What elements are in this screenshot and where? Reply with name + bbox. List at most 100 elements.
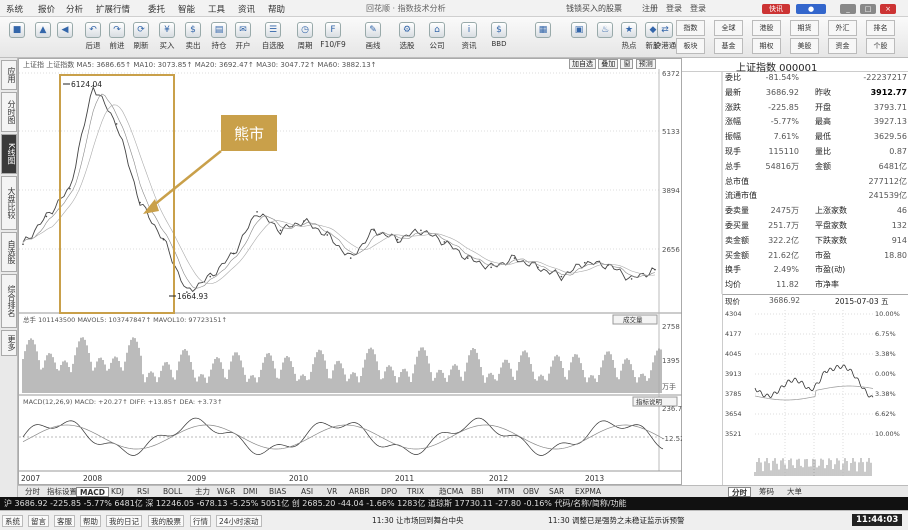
indicator-tab[interactable]: 指标设置 xyxy=(47,487,77,496)
toolbar-buy[interactable]: ¥ 买入 xyxy=(154,20,180,54)
toolbar-hot[interactable]: ♨ xyxy=(592,20,618,54)
grid-forex[interactable]: 外汇 xyxy=(828,20,857,36)
login-link-2[interactable]: 登录 xyxy=(690,4,706,13)
indicator-tab[interactable]: BIAS xyxy=(269,487,287,496)
menu-analysis[interactable]: 分析 xyxy=(66,5,84,15)
toolbar-stock-select[interactable]: ⚙ 选股 xyxy=(394,20,420,54)
toolbar-back-btn[interactable]: ↶ 后退 xyxy=(80,20,106,54)
menu-news[interactable]: 资讯 xyxy=(238,5,256,15)
indicator-tab[interactable]: DMI xyxy=(243,487,258,496)
tab-big-orders[interactable]: 大单 xyxy=(787,487,802,496)
mini-intraday-chart[interactable]: 现价 3686.92 2015-07-03 五 4304 4177 4045 3913… xyxy=(722,294,908,485)
toolbar-hkconnect[interactable]: ⇄ 沪港通 xyxy=(652,20,678,54)
grid-sector[interactable]: 板块 xyxy=(676,38,705,54)
tab-intraday[interactable]: 分时图 xyxy=(1,92,17,132)
news-flash-button[interactable]: 快讯 xyxy=(762,4,790,14)
indicator-tab[interactable]: DPO xyxy=(381,487,398,496)
add-watch-button[interactable]: 加自选 xyxy=(569,59,596,69)
toolbar-refresh[interactable]: ⟳ 刷新 xyxy=(128,20,154,54)
toolbar-chart2[interactable]: ▦ xyxy=(530,20,556,54)
indicator-tab[interactable]: ASI xyxy=(301,487,314,496)
status-button[interactable]: 帮助 xyxy=(80,515,101,527)
toolbar-draw[interactable]: ✎ 画线 xyxy=(360,20,386,54)
tab-intraday-mini[interactable]: 分时 xyxy=(728,487,751,497)
indicator-tab[interactable]: W&R xyxy=(217,487,236,496)
menu-quote[interactable]: 报价 xyxy=(38,5,56,15)
status-button[interactable]: 留言 xyxy=(28,515,49,527)
tab-ranking[interactable]: 综合排名 xyxy=(1,274,17,328)
grid-ranking[interactable]: 排名 xyxy=(866,20,895,36)
indicator-tab[interactable]: MTM xyxy=(497,487,515,496)
menu-system[interactable]: 系统 xyxy=(6,5,24,15)
forecast-button[interactable]: 预测 xyxy=(635,59,656,69)
tab-watchlist[interactable]: 自选股 xyxy=(1,232,17,272)
indicator-tab[interactable]: SAR xyxy=(549,487,565,496)
menu-tools[interactable]: 工具 xyxy=(208,5,226,15)
close-icon[interactable]: × xyxy=(880,4,896,14)
tab-market-compare[interactable]: 大盘比较 xyxy=(1,176,17,230)
toolbar-open-account[interactable]: ✉ 开户 xyxy=(230,20,256,54)
menu-smart[interactable]: 智能 xyxy=(178,5,196,15)
menu-trade[interactable]: 委托 xyxy=(148,5,166,15)
indicator-tab[interactable]: 主力 xyxy=(195,487,210,496)
indicator-tab[interactable]: 分时 xyxy=(25,487,40,496)
toolbar-capital[interactable]: $ xyxy=(486,20,512,54)
maximize-icon[interactable]: □ xyxy=(860,4,876,14)
grid-us[interactable]: 美股 xyxy=(790,38,819,54)
toolbar-home[interactable]: ■ xyxy=(4,20,30,54)
minimize-icon[interactable]: _ xyxy=(840,4,856,14)
indicator-tab[interactable]: OBV xyxy=(523,487,539,496)
tab-more[interactable]: 更多 xyxy=(1,330,17,356)
overlay-button[interactable]: 叠加 xyxy=(598,59,619,69)
register-link[interactable]: 注册 xyxy=(642,4,658,13)
indicator-tab[interactable]: 趋CMA xyxy=(439,487,464,496)
toolbar-f10[interactable]: F F10/F9 xyxy=(318,20,348,54)
toolbar-position[interactable]: ▤ 持仓 xyxy=(206,20,232,54)
indicator-tab[interactable]: BOLL xyxy=(163,487,183,496)
grid-fund[interactable]: 基金 xyxy=(714,38,743,54)
indicator-tab[interactable]: TRIX xyxy=(407,487,425,496)
indicator-tab[interactable]: BBI xyxy=(471,487,484,496)
toolbar-period[interactable]: ◷ 周期 xyxy=(292,20,318,54)
grid-stock[interactable]: 个股 xyxy=(866,38,895,54)
menu-extended[interactable]: 扩展行情 xyxy=(96,5,131,15)
status-button[interactable]: 我的股票 xyxy=(148,515,184,527)
tab-kline[interactable]: K线图 xyxy=(1,134,17,174)
login-link[interactable]: 登录 xyxy=(666,4,682,13)
window-button[interactable]: 窗 xyxy=(620,59,634,69)
indicator-tab[interactable]: ARBR xyxy=(349,487,370,496)
status-button[interactable]: 行情 xyxy=(190,515,211,527)
status-button[interactable]: 我的日记 xyxy=(106,515,142,527)
indicator-tab[interactable]: EXPMA xyxy=(575,487,602,496)
grid-options[interactable]: 期权 xyxy=(752,38,781,54)
toolbar-info[interactable]: i 资讯 xyxy=(456,20,482,54)
grid-capital[interactable]: 资金 xyxy=(828,38,857,54)
grid-index[interactable]: 指数 xyxy=(676,20,705,36)
status-button[interactable]: 24小时滚动 xyxy=(216,515,262,527)
toolbar-forward[interactable]: ↷ 前进 xyxy=(104,20,130,54)
indicator-tab[interactable]: RSI xyxy=(137,487,150,496)
indicator-tab[interactable]: MACD xyxy=(76,487,109,497)
grid-hk[interactable]: 港股 xyxy=(752,20,781,36)
toolbar-bbd[interactable]: BBD xyxy=(491,40,507,48)
toolbar-company[interactable]: ⌂ 公司 xyxy=(424,20,450,54)
toolbar-back[interactable]: ◀ xyxy=(52,20,78,54)
promo-link[interactable]: 钱锁买入的股票 xyxy=(566,4,622,13)
status-button[interactable]: 系统 xyxy=(2,515,23,527)
kline-chart-area[interactable]: 上证指 上证指数 MA5: 3686.65↑ MA10: 3073.85↑ MA… xyxy=(18,58,683,485)
toolbar-arrow[interactable]: ▲ xyxy=(30,20,56,54)
tab-apps[interactable]: 应用 xyxy=(1,60,17,90)
menu-help[interactable]: 帮助 xyxy=(268,5,286,15)
grid-futures[interactable]: 期货 xyxy=(790,20,819,36)
status-news-2[interactable]: 11:30 调整已是强势之未稳证监示诉预警 xyxy=(548,516,685,525)
status-button[interactable]: 客服 xyxy=(54,515,75,527)
grid-global[interactable]: 全球 xyxy=(714,20,743,36)
toolbar-news[interactable]: ▣ xyxy=(566,20,592,54)
indicator-tab[interactable]: KDJ xyxy=(111,487,124,496)
status-news[interactable]: 11:30 让市场回到舞台中央 xyxy=(372,516,464,525)
toolbar-watchlist[interactable]: ☰ 自选股 xyxy=(258,20,288,54)
toolbar-hotspot[interactable]: ★ 热点 xyxy=(616,20,642,54)
tab-chips[interactable]: 筹码 xyxy=(759,487,774,496)
indicator-tab[interactable]: VR xyxy=(327,487,338,496)
toolbar-sell[interactable]: $ 卖出 xyxy=(180,20,206,54)
